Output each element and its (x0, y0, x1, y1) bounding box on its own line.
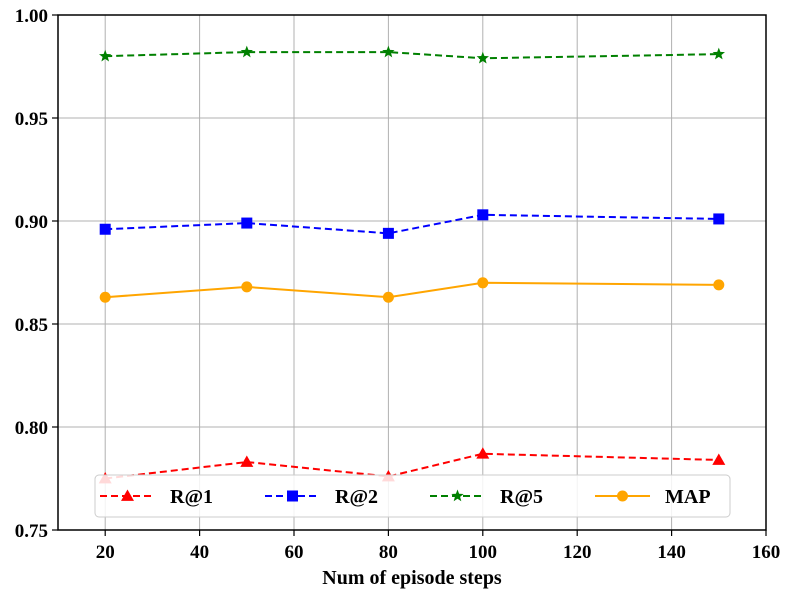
square-marker (287, 490, 298, 502)
circle-marker (241, 281, 253, 293)
y-tick-label: 1.00 (15, 6, 48, 27)
star-marker (99, 49, 112, 62)
star-marker (451, 489, 464, 502)
star-marker (712, 47, 725, 60)
plot-frame (57, 14, 767, 531)
legend-entry: R@5 (430, 486, 543, 508)
legend-box (94, 474, 731, 518)
square-marker (99, 223, 111, 235)
series-line (105, 51, 719, 60)
x-tick-label: 140 (657, 542, 686, 563)
plot-series (98, 45, 726, 484)
circle-marker (617, 490, 628, 502)
legend-entry: R@2 (265, 486, 378, 508)
legend-label: R@5 (500, 486, 543, 508)
axis-ticks: 20 40 60 80 100 120 140 160 0.75 0.80 0.85 0.90 0.95… (15, 6, 781, 563)
triangle-marker (712, 453, 726, 465)
x-tick-label: 80 (379, 542, 398, 563)
star-marker (476, 51, 489, 64)
circle-marker (382, 291, 394, 303)
x-tick-label: 160 (752, 542, 781, 563)
y-tick-label: 0.90 (15, 212, 48, 233)
series-r-5 (99, 45, 725, 64)
legend: R@1 R@2 R@5 MAP (94, 474, 731, 518)
x-tick-label: 20 (96, 542, 115, 563)
star-marker (382, 45, 395, 58)
series-line (105, 213, 719, 235)
legend-entry: R@1 (100, 486, 213, 508)
square-marker (382, 227, 394, 239)
x-tick-label: 120 (563, 542, 592, 563)
y-tick-label: 0.85 (15, 315, 48, 336)
triangle-marker (476, 447, 490, 459)
x-tick-label: 40 (190, 542, 209, 563)
x-tick-label: 60 (285, 542, 304, 563)
square-marker (477, 209, 489, 221)
legend-label: MAP (665, 486, 711, 508)
legend-label: R@1 (170, 486, 213, 508)
square-marker (713, 213, 725, 225)
series-line (105, 281, 719, 299)
triangle-marker (121, 489, 134, 501)
y-tick-label: 0.95 (15, 109, 48, 130)
series-r-2 (99, 209, 725, 239)
y-tick-label: 0.80 (15, 418, 48, 439)
legend-label: R@2 (335, 486, 378, 508)
circle-marker (99, 291, 111, 303)
grid-lines (58, 14, 767, 531)
square-marker (241, 217, 253, 229)
x-tick-label: 100 (469, 542, 498, 563)
x-axis-title: Num of episode steps (322, 567, 502, 589)
circle-marker (477, 277, 489, 289)
series-map (99, 277, 725, 303)
star-marker (240, 45, 253, 58)
triangle-marker (240, 455, 254, 467)
y-tick-label: 0.75 (15, 521, 48, 542)
circle-marker (713, 279, 725, 291)
legend-entry: MAP (595, 486, 711, 508)
